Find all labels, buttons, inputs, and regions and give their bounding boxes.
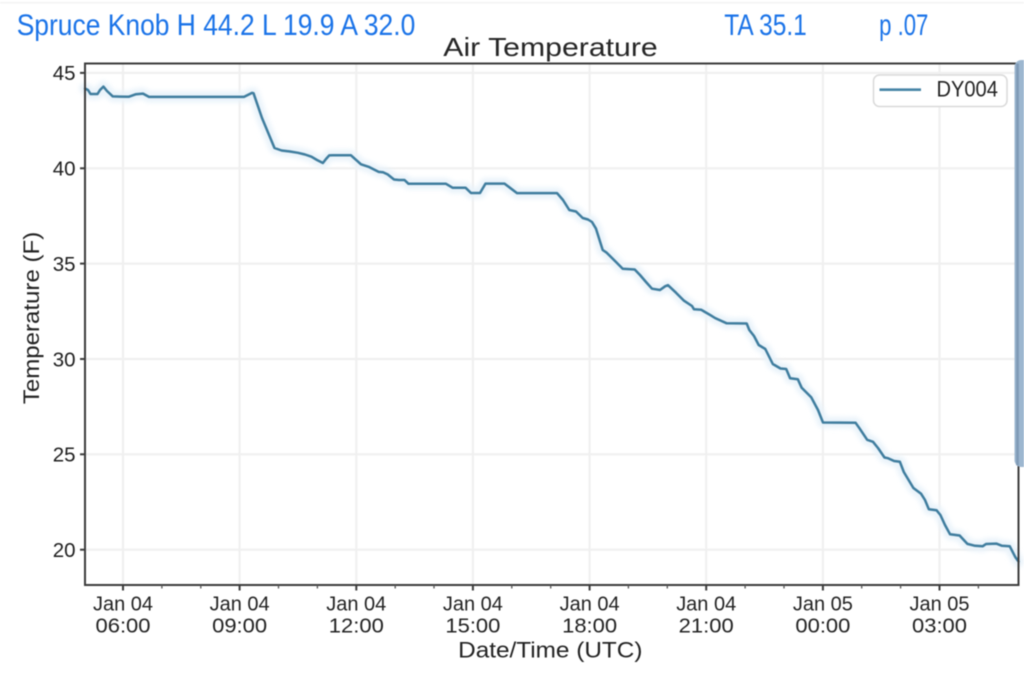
svg-text:21:00: 21:00 xyxy=(679,615,734,638)
svg-text:Jan 04: Jan 04 xyxy=(676,593,736,616)
svg-text:DY004: DY004 xyxy=(937,77,998,102)
svg-text:Jan 04: Jan 04 xyxy=(443,593,503,616)
svg-text:15:00: 15:00 xyxy=(445,615,500,638)
svg-text:Temperature (F): Temperature (F) xyxy=(19,232,44,404)
svg-text:30: 30 xyxy=(53,348,76,371)
svg-text:25: 25 xyxy=(53,444,76,467)
svg-text:Jan 04: Jan 04 xyxy=(93,593,153,616)
svg-text:Date/Time (UTC): Date/Time (UTC) xyxy=(458,638,642,663)
svg-text:18:00: 18:00 xyxy=(562,615,617,638)
svg-text:35: 35 xyxy=(53,253,76,276)
svg-text:03:00: 03:00 xyxy=(912,615,967,638)
svg-text:TA 35.1: TA 35.1 xyxy=(724,9,807,42)
svg-text:Air Temperature: Air Temperature xyxy=(443,32,657,62)
svg-text:20: 20 xyxy=(53,539,76,562)
svg-text:00:00: 00:00 xyxy=(795,615,850,638)
svg-text:p .07: p .07 xyxy=(879,9,928,42)
svg-text:40: 40 xyxy=(53,158,76,181)
svg-text:06:00: 06:00 xyxy=(96,615,151,638)
svg-text:Jan 04: Jan 04 xyxy=(210,593,270,616)
svg-text:12:00: 12:00 xyxy=(329,615,384,638)
svg-text:Jan 04: Jan 04 xyxy=(326,593,386,616)
svg-text:Jan 04: Jan 04 xyxy=(560,593,620,616)
svg-text:Jan 05: Jan 05 xyxy=(793,593,853,616)
svg-text:45: 45 xyxy=(53,62,76,85)
svg-text:Spruce Knob H 44.2 L 19.9 A 32: Spruce Knob H 44.2 L 19.9 A 32.0 xyxy=(17,9,416,42)
svg-text:Jan 05: Jan 05 xyxy=(910,593,970,616)
svg-text:09:00: 09:00 xyxy=(212,615,267,638)
